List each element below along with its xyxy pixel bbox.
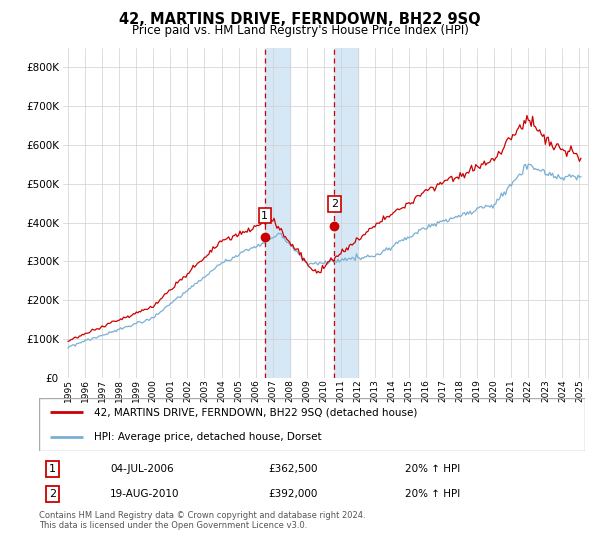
Text: £392,000: £392,000	[268, 489, 317, 500]
Text: 20% ↑ HPI: 20% ↑ HPI	[405, 464, 460, 474]
Text: HPI: Average price, detached house, Dorset: HPI: Average price, detached house, Dors…	[94, 432, 321, 442]
Text: £362,500: £362,500	[268, 464, 318, 474]
Text: 2: 2	[331, 199, 338, 209]
Text: 20% ↑ HPI: 20% ↑ HPI	[405, 489, 460, 500]
Text: 42, MARTINS DRIVE, FERNDOWN, BH22 9SQ (detached house): 42, MARTINS DRIVE, FERNDOWN, BH22 9SQ (d…	[94, 408, 417, 418]
Text: 04-JUL-2006: 04-JUL-2006	[110, 464, 173, 474]
Text: Price paid vs. HM Land Registry's House Price Index (HPI): Price paid vs. HM Land Registry's House …	[131, 24, 469, 36]
Bar	[334, 48, 358, 378]
Text: 1: 1	[262, 211, 268, 221]
Text: 2: 2	[49, 489, 56, 500]
Text: 19-AUG-2010: 19-AUG-2010	[110, 489, 179, 500]
Text: Contains HM Land Registry data © Crown copyright and database right 2024.
This d: Contains HM Land Registry data © Crown c…	[39, 511, 365, 530]
Text: 42, MARTINS DRIVE, FERNDOWN, BH22 9SQ: 42, MARTINS DRIVE, FERNDOWN, BH22 9SQ	[119, 12, 481, 27]
Text: 1: 1	[49, 464, 56, 474]
Bar	[265, 48, 290, 378]
